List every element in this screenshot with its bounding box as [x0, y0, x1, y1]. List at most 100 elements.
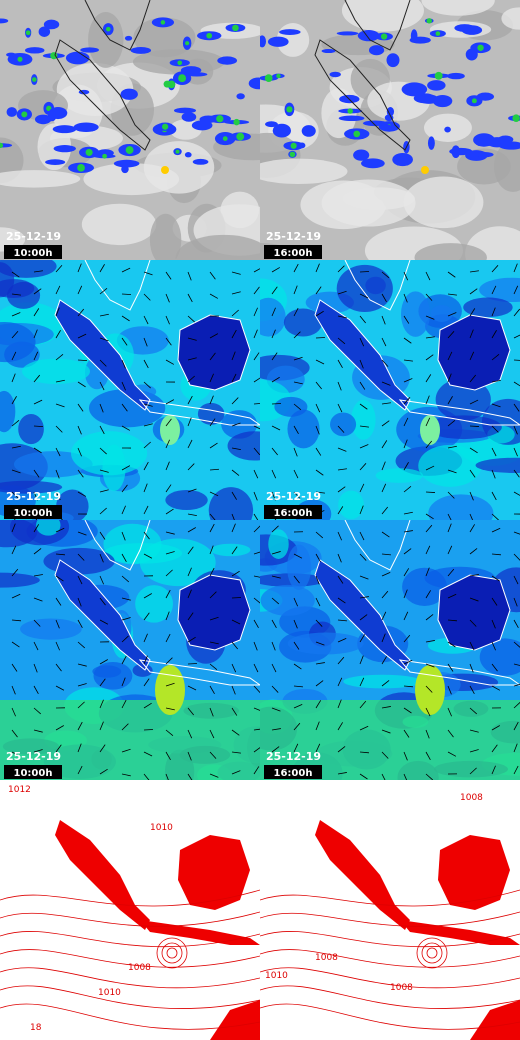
wind-arrow: [231, 770, 241, 775]
wind-arrow: [271, 685, 279, 693]
time-label: 16:00h: [274, 768, 313, 779]
wind-arrow: [11, 619, 21, 622]
wind-arrow: [447, 469, 457, 474]
map-panel: 25-12-19 16:00h: [260, 260, 520, 520]
wind-arrow: [11, 373, 16, 383]
wind-arrow: [187, 357, 197, 361]
rain-cell: [6, 107, 18, 117]
wind-arrow: [209, 567, 215, 577]
wind-arrow: [315, 597, 321, 607]
wind-arrow: [165, 461, 170, 471]
field-patch: [0, 390, 16, 433]
wind-arrow: [381, 590, 389, 599]
wind-arrow: [231, 513, 235, 520]
wind-arrow: [253, 447, 260, 456]
wind-arrow: [513, 263, 518, 273]
wind-arrow: [99, 659, 108, 665]
wind-arrow: [33, 749, 43, 753]
wind-arrow: [11, 729, 18, 738]
time-box: [4, 505, 62, 519]
wind-arrow: [337, 486, 346, 493]
wind-arrow: [447, 491, 455, 499]
wind-arrow: [209, 293, 219, 299]
wind-arrow: [99, 337, 109, 342]
wind-arrow: [315, 662, 325, 665]
wind-arrow: [513, 491, 520, 496]
field-patch: [268, 529, 289, 559]
wind-arrow: [447, 373, 452, 383]
field-patch: [287, 544, 312, 590]
field-patch: [18, 413, 44, 445]
field-patch: [479, 638, 520, 676]
wind-arrow: [209, 773, 219, 778]
wind-arrow: [231, 422, 241, 427]
wind-arrow: [447, 707, 452, 717]
wind-arrow: [11, 663, 18, 672]
wind-arrow: [337, 677, 343, 687]
wind-arrow: [425, 707, 431, 717]
rain-cell: [498, 141, 520, 150]
wind-arrow: [359, 444, 369, 449]
date-label: 25-12-19: [6, 490, 61, 503]
map-panel: 25-12-19 10:00h: [0, 0, 260, 260]
wind-arrow: [359, 531, 365, 541]
wind-arrow: [77, 597, 82, 607]
wind-arrow: [403, 315, 410, 324]
rain-core: [46, 105, 52, 112]
rain-cell: [357, 30, 380, 42]
isobar: [260, 967, 520, 989]
isobar: [161, 942, 183, 964]
field-patch: [351, 399, 376, 440]
field-patch: [330, 412, 357, 437]
wind-arrow: [513, 683, 520, 687]
wind-arrow: [293, 263, 299, 273]
wind-arrow: [55, 354, 64, 361]
cloud: [421, 0, 495, 16]
wind-arrow: [403, 293, 408, 303]
field-patch: [0, 321, 36, 363]
wind-arrow: [165, 271, 172, 280]
wind-arrow: [315, 425, 320, 435]
high-zone: [155, 665, 185, 715]
wind-arrow: [469, 270, 479, 273]
wind-arrow: [187, 513, 197, 517]
field-patch: [463, 297, 513, 318]
contour-label: 1008: [315, 953, 338, 963]
wind-arrow: [77, 491, 87, 497]
wind-arrow: [425, 354, 434, 361]
wind-arrow: [11, 593, 21, 599]
wind-arrow: [271, 728, 281, 731]
wind-arrow: [381, 420, 390, 427]
wind-arrow: [121, 677, 126, 687]
rain-core: [232, 24, 239, 32]
wind-arrow: [165, 611, 170, 621]
contour-label: 1010: [265, 971, 288, 981]
rain-cell: [130, 46, 152, 54]
wind-arrow: [447, 729, 454, 738]
wind-arrow: [121, 381, 126, 391]
wind-arrow: [165, 508, 174, 515]
wind-arrow: [231, 397, 239, 405]
wind-arrow: [337, 403, 343, 413]
field-patch: [338, 490, 364, 520]
wind-arrow: [271, 425, 281, 431]
wind-arrow: [121, 553, 127, 563]
wind-arrow: [513, 553, 520, 561]
wind-arrow: [33, 447, 42, 454]
isobar: [0, 931, 260, 948]
rain-core: [264, 74, 273, 82]
wind-arrow: [403, 729, 410, 738]
wind-arrow: [253, 685, 260, 693]
time-box: [4, 245, 62, 259]
wind-arrow: [99, 469, 109, 473]
rain-cell: [362, 120, 388, 127]
wind-arrow: [187, 612, 194, 621]
wind-arrow: [271, 551, 281, 555]
rain-cell: [475, 151, 494, 158]
rain-core: [380, 33, 388, 40]
wind-arrow: [55, 425, 63, 433]
isobar: [416, 937, 448, 969]
wind-arrow: [271, 575, 281, 579]
field-patch: [208, 487, 254, 520]
field-patch: [93, 662, 133, 690]
